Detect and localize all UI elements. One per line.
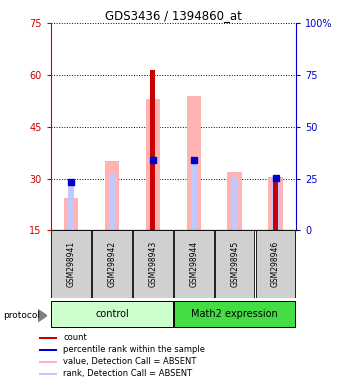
Bar — [191, 160, 197, 230]
Bar — [146, 99, 160, 230]
Text: value, Detection Call = ABSENT: value, Detection Call = ABSENT — [63, 358, 196, 366]
Bar — [39, 349, 57, 351]
Bar — [39, 337, 57, 339]
Text: GSM298941: GSM298941 — [66, 241, 75, 287]
Text: GSM298944: GSM298944 — [189, 241, 198, 287]
Text: count: count — [63, 333, 87, 343]
Bar — [273, 177, 278, 230]
Bar — [133, 230, 173, 298]
Bar — [105, 161, 119, 230]
Bar — [150, 160, 156, 230]
Text: GSM298946: GSM298946 — [271, 241, 280, 287]
Text: rank, Detection Call = ABSENT: rank, Detection Call = ABSENT — [63, 369, 192, 378]
Title: GDS3436 / 1394860_at: GDS3436 / 1394860_at — [105, 9, 242, 22]
Bar — [39, 361, 57, 363]
Bar — [215, 230, 255, 298]
Bar — [232, 177, 238, 230]
Bar — [187, 96, 201, 230]
Polygon shape — [38, 310, 47, 322]
Bar — [64, 197, 78, 230]
Bar — [92, 230, 132, 298]
Text: protocol: protocol — [4, 311, 40, 320]
Bar — [174, 301, 295, 327]
Bar — [39, 372, 57, 375]
Text: Math2 expression: Math2 expression — [191, 309, 278, 319]
Text: GSM298943: GSM298943 — [148, 241, 157, 287]
Bar — [273, 178, 279, 230]
Bar — [109, 174, 115, 230]
Bar — [256, 230, 295, 298]
Text: percentile rank within the sample: percentile rank within the sample — [63, 346, 205, 354]
Bar — [68, 182, 74, 230]
Bar — [174, 230, 214, 298]
Text: GSM298945: GSM298945 — [230, 241, 239, 287]
Bar — [227, 172, 242, 230]
Bar — [51, 230, 91, 298]
Bar — [151, 70, 155, 230]
Bar — [51, 301, 173, 327]
Text: control: control — [95, 309, 129, 319]
Text: GSM298942: GSM298942 — [108, 241, 116, 287]
Bar — [269, 177, 283, 230]
